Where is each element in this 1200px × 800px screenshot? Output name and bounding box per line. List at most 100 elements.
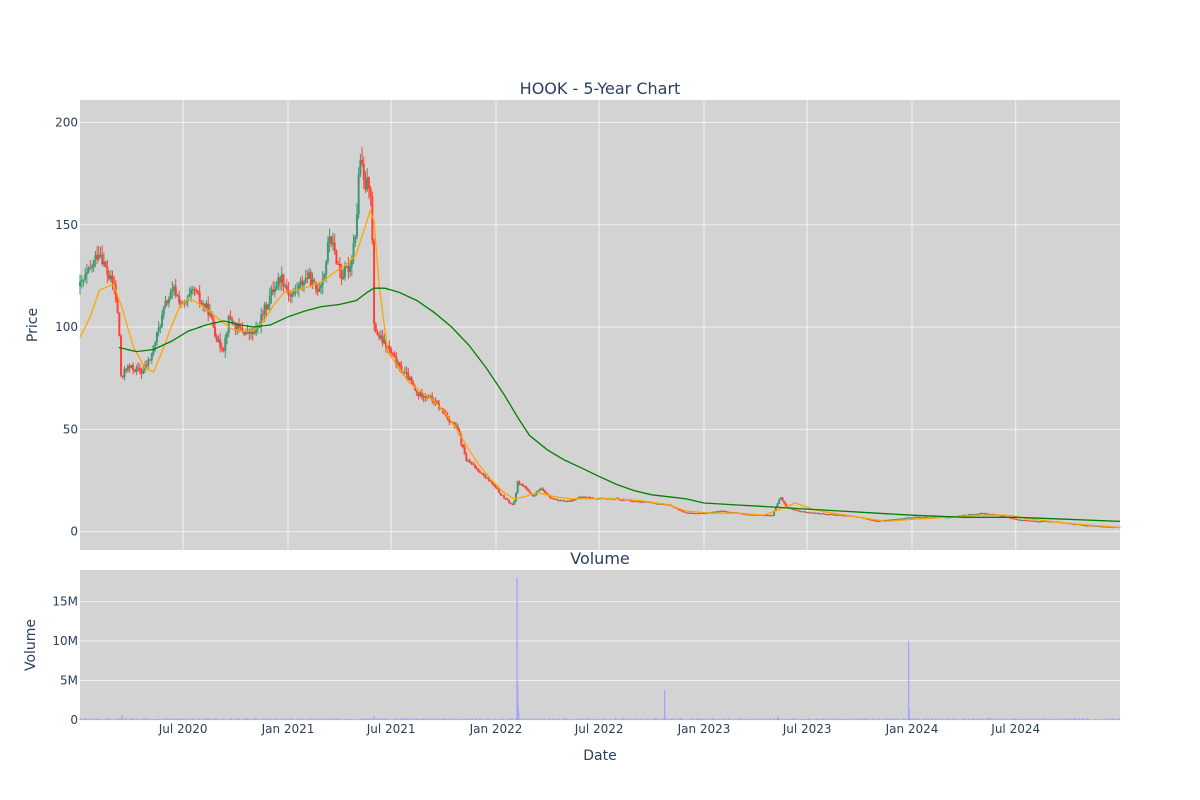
price-candle-body [410,377,413,384]
price-candle-body [408,377,411,380]
price-candle-body [398,362,401,367]
price-plot-area[interactable]: 0 50 100 150 200 [55,100,1121,550]
volume-bar [94,718,96,720]
volume-bar [653,718,655,720]
volume-bar [590,719,592,720]
volume-bar [119,718,121,720]
volume-bar [1114,719,1116,720]
volume-bar [946,718,948,720]
volume-bar [161,718,163,720]
volume-bar [114,719,116,720]
volume-bar [991,718,993,720]
price-candle-body [918,517,921,519]
price-candle-body [523,485,526,487]
price-candle-body [549,496,552,498]
volume-bar [542,719,544,720]
volume-bar [159,718,161,720]
volume-bar [892,719,894,720]
volume-bar [529,719,531,720]
volume-bar [914,718,916,720]
volume-bar [678,718,680,720]
volume-bar [865,718,867,720]
volume-bar [686,719,688,720]
volume-bar [248,718,250,720]
price-candle-body [203,303,206,309]
volume-bar [622,718,624,720]
volume-bar [606,719,608,720]
volume-bar [383,718,385,720]
volume-bar [820,718,822,720]
volume-bar [911,718,913,720]
volume-bar [1014,718,1016,720]
volume-bar [601,719,603,720]
volume-bar [1040,719,1042,720]
volume-bar [761,718,763,720]
price-candle-body [275,285,278,290]
price-candle-body [499,492,502,495]
volume-bar [492,719,494,720]
price-candle-body [174,286,177,296]
volume-bar [749,719,751,720]
volume-bar [580,718,582,720]
price-candle-body [217,339,220,342]
price-candle-body [424,395,427,398]
price-candle-body [696,513,699,515]
volume-bar [674,719,676,720]
volume-bar [538,718,540,720]
volume-bar [808,718,810,720]
price-candle-body [133,370,136,372]
price-candle-body [220,347,223,350]
volume-bar [355,719,357,720]
volume-bar [216,718,218,720]
volume-bar [400,718,402,720]
volume-bar [807,718,809,720]
price-candle-body [342,276,345,280]
volume-plot-area[interactable]: 0 5M 10M 15M Jul 2020 Jan 2021 Jul 2021 Jan 202… [52,570,1120,736]
volume-bar [525,718,527,720]
volume-bar [666,718,668,720]
volume-bar [90,719,92,720]
price-candle-body [184,301,187,303]
price-candle-body [285,285,288,291]
volume-bar [175,719,177,720]
volume-bar [553,718,555,720]
volume-bar [460,718,462,720]
volume-bar [1011,718,1013,720]
volume-bar [1020,718,1022,720]
volume-bar [285,719,287,720]
volume-bar [296,718,298,720]
price-candle-body [680,509,683,512]
price-chart-title: HOOK - 5-Year Chart [520,79,681,98]
price-candle-body [154,342,157,346]
price-candle-body [279,277,282,283]
price-candle-body [376,332,379,336]
volume-bar [95,718,97,720]
price-candle-body [313,279,316,283]
volume-bar [275,718,277,720]
price-candle-body [193,289,196,291]
volume-bar [249,719,251,720]
price-candle-body [685,512,688,514]
volume-bar [764,718,766,720]
volume-bar [781,718,783,720]
price-candle-body [487,477,490,481]
price-candle-body [744,514,747,516]
price-candle-body [167,298,170,304]
volume-bar [663,718,665,720]
volume-bar [353,718,355,720]
price-candle-body [253,332,256,334]
volume-bar [277,718,279,720]
volume-bar [799,718,801,720]
volume-bar [312,718,314,720]
price-candle-body [1101,526,1104,528]
price-candle-body [378,335,381,338]
price-candle-body [574,499,577,501]
volume-bars [79,577,1120,720]
volume-bar [961,718,963,720]
volume-bar [880,719,882,720]
volume-bar [879,718,881,720]
volume-bar [186,718,188,720]
volume-bar [706,719,708,720]
price-candle-body [817,512,820,514]
price-candle-body [470,462,473,464]
